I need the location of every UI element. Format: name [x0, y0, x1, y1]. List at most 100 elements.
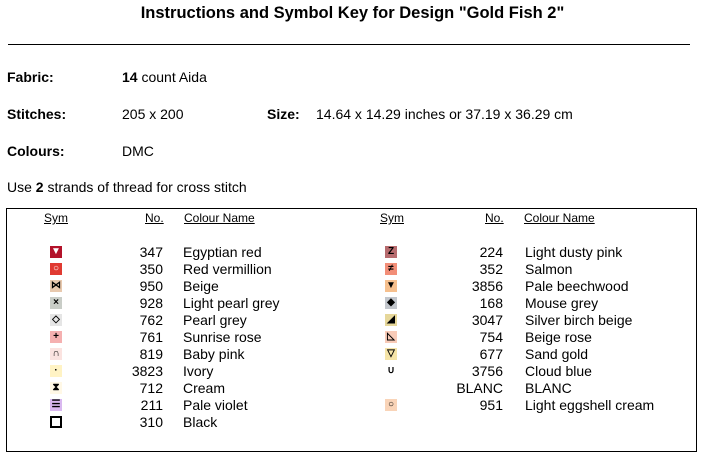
- left-key-row: ⧗ 712 Cream: [7, 380, 696, 397]
- colour-number: 712: [139, 380, 163, 396]
- left-key-row: ∩ 819 Baby pink: [7, 346, 696, 363]
- colour-name: Ivory: [183, 363, 214, 379]
- right-sym-header: Sym: [380, 211, 404, 225]
- colour-number: 950: [139, 278, 163, 294]
- colour-number: 951: [479, 397, 503, 413]
- colour-number: 3047: [471, 312, 503, 328]
- symbol-swatch-icon: Z: [385, 246, 397, 258]
- colour-name: Sunrise rose: [183, 329, 262, 345]
- symbol-swatch-icon: ∩: [50, 348, 62, 360]
- colours-label: Colours:: [7, 143, 65, 159]
- colour-number: 347: [139, 244, 163, 260]
- colour-name: Black: [183, 414, 218, 430]
- symbol-swatch-icon: +: [50, 331, 62, 343]
- colour-number: 677: [479, 346, 503, 362]
- fabric-count: 14: [122, 69, 138, 85]
- right-key-row: ◆ 168 Mouse grey: [7, 295, 696, 312]
- strand-count: 2: [35, 179, 44, 195]
- right-key-row: ▽ 677 Sand gold: [7, 346, 696, 363]
- right-name-header: Colour Name: [524, 211, 595, 225]
- left-key-row: ○ 350 Red vermillion: [7, 261, 696, 278]
- symbol-swatch-icon: ≠: [385, 263, 397, 275]
- symbol-swatch-icon: ▼: [50, 246, 62, 258]
- colour-name: Sand gold: [525, 346, 589, 362]
- fabric-label: Fabric:: [7, 69, 54, 85]
- symbol-swatch-icon: ⋈: [50, 280, 62, 292]
- left-key-row: +761 Sunrise rose: [7, 329, 696, 346]
- symbol-swatch-icon: ·: [50, 365, 62, 377]
- colour-name: Cloud blue: [525, 363, 592, 379]
- title-underline: [8, 44, 690, 45]
- note-pre: Use: [7, 179, 36, 195]
- symbol-swatch-icon: ○: [50, 263, 62, 275]
- colour-name: Mouse grey: [525, 295, 599, 311]
- right-key-row: ◢ 3047 Silver birch beige: [7, 312, 696, 329]
- colour-number: 761: [139, 329, 163, 345]
- colour-number: 3756: [471, 363, 503, 379]
- symbol-swatch-icon: ◆: [385, 297, 397, 309]
- colours-value: DMC: [122, 143, 154, 159]
- left-name-header: Colour Name: [184, 211, 255, 225]
- left-key-row: ▼ 347 Egyptian red: [7, 244, 696, 261]
- colour-number: 3856: [471, 278, 503, 294]
- page-title: Instructions and Symbol Key for Design "…: [140, 4, 565, 22]
- fabric-type: count Aida: [137, 69, 207, 85]
- left-key-row: · 3823 Ivory: [7, 363, 696, 380]
- symbol-swatch-icon: ×: [50, 297, 62, 309]
- symbol-swatch-icon: ☰: [50, 399, 62, 411]
- symbol-swatch-icon: ◢: [385, 314, 397, 326]
- symbol-swatch-icon: ▼: [385, 280, 397, 292]
- colour-number: 3823: [131, 363, 163, 379]
- size-value: 14.64 x 14.29 inches or 37.19 x 36.29 cm: [316, 106, 573, 122]
- colour-number: 819: [139, 346, 163, 362]
- left-sym-header: Sym: [44, 211, 68, 225]
- symbol-swatch-icon: ◇: [50, 314, 62, 326]
- colour-number: 211: [140, 397, 163, 413]
- symbol-swatch-icon: ○: [385, 399, 397, 411]
- colour-number: 350: [139, 261, 163, 277]
- right-key-row: ∪ 3756 Cloud blue: [7, 363, 696, 380]
- right-key-row: BLANC BLANC: [7, 380, 696, 397]
- colour-number: 224: [479, 244, 503, 260]
- colour-name: Pale violet: [183, 397, 248, 413]
- right-key-row: ○ 951 Light eggshell cream: [7, 397, 696, 414]
- left-key-row: ◇ 762 Pearl grey: [7, 312, 696, 329]
- colour-name: Light dusty pink: [525, 244, 623, 260]
- colour-number: BLANC: [456, 380, 503, 396]
- right-key-row: ◺ 754 Beige rose: [7, 329, 696, 346]
- symbol-swatch-icon: ∪: [385, 365, 397, 377]
- left-key-row: ⋈ 950 Beige: [7, 278, 696, 295]
- symbol-swatch-icon: ◺: [385, 331, 397, 343]
- size-label: Size:: [267, 106, 300, 122]
- colour-name: Red vermillion: [183, 261, 272, 277]
- colour-number: 352: [479, 261, 503, 277]
- symbol-key-table: Sym No. Colour Name Sym No. Colour Name …: [6, 208, 697, 452]
- colour-number: 168: [479, 295, 503, 311]
- colour-name: Beige rose: [525, 329, 592, 345]
- colour-name: Light eggshell cream: [525, 397, 655, 413]
- symbol-swatch-icon: [50, 416, 62, 428]
- right-no-header: No.: [485, 211, 504, 225]
- note-post: strands of thread for cross stitch: [43, 179, 247, 195]
- fabric-value: 14 count Aida: [122, 69, 207, 85]
- right-key-row: Z 224 Light dusty pink: [7, 244, 696, 261]
- colour-number: 310: [139, 414, 163, 430]
- colour-number: 928: [139, 295, 163, 311]
- left-key-row: 310 Black: [7, 414, 696, 431]
- colour-name: Egyptian red: [183, 244, 262, 260]
- colour-name: Pearl grey: [183, 312, 247, 328]
- left-key-row: ☰ 211 Pale violet: [7, 397, 696, 414]
- stitches-value: 205 x 200: [122, 106, 184, 122]
- colour-name: Silver birch beige: [525, 312, 633, 328]
- colour-name: BLANC: [525, 380, 572, 396]
- colour-name: Salmon: [525, 261, 573, 277]
- colour-name: Pale beechwood: [525, 278, 629, 294]
- symbol-swatch-icon: ⧗: [50, 382, 62, 394]
- right-key-row: ▼ 3856 Pale beechwood: [7, 278, 696, 295]
- colour-name: Cream: [183, 380, 226, 396]
- colour-name: Light pearl grey: [183, 295, 280, 311]
- left-no-header: No.: [145, 211, 164, 225]
- colour-number: 762: [139, 312, 163, 328]
- thread-note: Use 2 strands of thread for cross stitch: [7, 179, 247, 195]
- colour-name: Baby pink: [183, 346, 245, 362]
